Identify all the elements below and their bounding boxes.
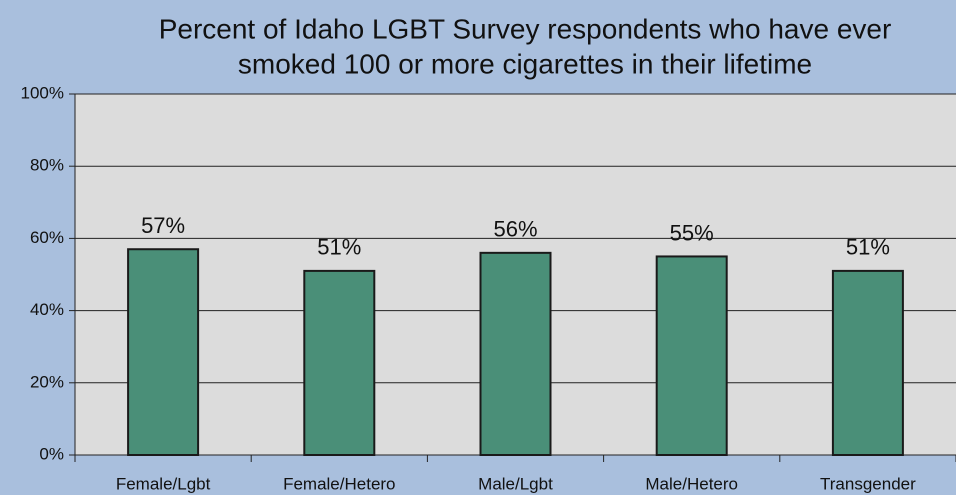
data-label: 55% <box>670 220 714 245</box>
chart-title: smoked 100 or more cigarettes in their l… <box>238 48 812 79</box>
bar <box>303 269 376 457</box>
bar <box>655 255 728 457</box>
data-label: 51% <box>846 235 890 260</box>
y-tick-label: 40% <box>30 300 64 319</box>
data-label: 56% <box>493 217 537 242</box>
x-tick-label: Male/Lgbt <box>478 474 553 493</box>
y-tick-label: 0% <box>39 444 64 463</box>
x-tick-label: Female/Hetero <box>283 474 395 493</box>
x-tick-label: Female/Lgbt <box>116 474 211 493</box>
x-tick-label: Transgender <box>820 474 916 493</box>
y-tick-label: 60% <box>30 228 64 247</box>
chart-title: Percent of Idaho LGBT Survey respondents… <box>159 13 892 44</box>
data-label: 57% <box>141 213 185 238</box>
y-tick-label: 20% <box>30 372 64 391</box>
y-tick-label: 80% <box>30 156 64 175</box>
data-label: 51% <box>317 235 361 260</box>
bar <box>127 248 200 456</box>
bar <box>831 269 904 457</box>
bar <box>479 251 552 456</box>
x-tick-label: Male/Hetero <box>645 474 738 493</box>
y-tick-label: 100% <box>21 83 64 102</box>
